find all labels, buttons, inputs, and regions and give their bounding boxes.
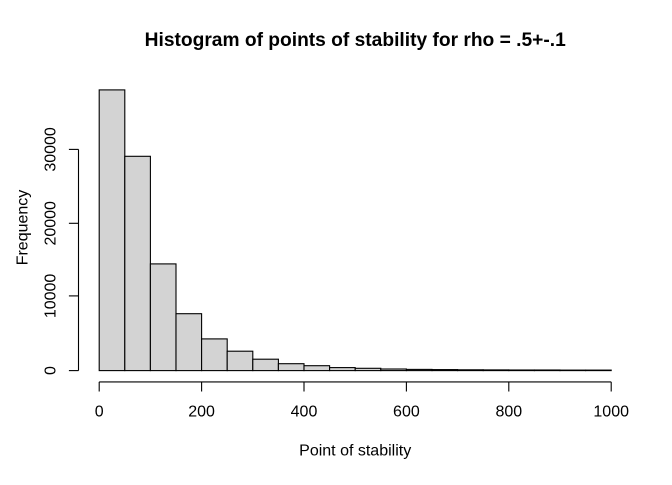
svg-text:20000: 20000 <box>43 201 60 246</box>
svg-text:200: 200 <box>188 404 215 421</box>
svg-text:10000: 10000 <box>43 274 60 319</box>
svg-text:800: 800 <box>495 404 522 421</box>
svg-text:0: 0 <box>43 366 60 375</box>
svg-text:Histogram of points of stabili: Histogram of points of stability for rho… <box>145 30 566 51</box>
svg-text:0: 0 <box>95 404 104 421</box>
svg-text:Point of stability: Point of stability <box>299 443 411 460</box>
svg-text:600: 600 <box>393 404 420 421</box>
svg-text:1000: 1000 <box>593 404 629 421</box>
svg-text:Frequency: Frequency <box>15 190 32 266</box>
svg-text:400: 400 <box>291 404 318 421</box>
svg-text:30000: 30000 <box>43 127 60 172</box>
